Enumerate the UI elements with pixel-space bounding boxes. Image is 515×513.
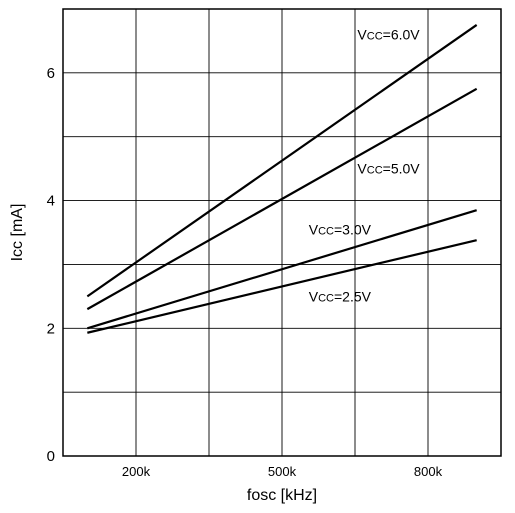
series-line [87, 239, 477, 334]
x-tick-label: 500k [268, 464, 297, 479]
tick-labels: 200k 500k 800k 0 2 4 6 [47, 65, 443, 479]
series-label: VCC=6.0V [357, 27, 420, 43]
y-tick-label: 0 [47, 448, 55, 465]
y-tick-label: 4 [47, 193, 55, 210]
series-line [87, 209, 477, 330]
series-line [86, 87, 478, 311]
series-lines [86, 24, 478, 334]
x-tick-label: 800k [414, 464, 443, 479]
series-line [86, 24, 478, 298]
y-tick-label: 6 [47, 65, 55, 82]
plot-frame [62, 8, 502, 457]
x-tick-label: 200k [122, 464, 151, 479]
x-axis-label: fosc [kHz] [247, 487, 317, 504]
grid [63, 9, 501, 456]
series-labels: VCC=6.0V VCC=5.0V VCC=3.0V VCC=2.5V [309, 27, 421, 305]
y-tick-label: 2 [47, 320, 55, 337]
series-label: VCC=5.0V [357, 161, 420, 177]
series-label: VCC=3.0V [309, 221, 372, 237]
series-label: VCC=2.5V [309, 288, 372, 304]
y-axis-label: Icc [mA] [9, 204, 26, 262]
